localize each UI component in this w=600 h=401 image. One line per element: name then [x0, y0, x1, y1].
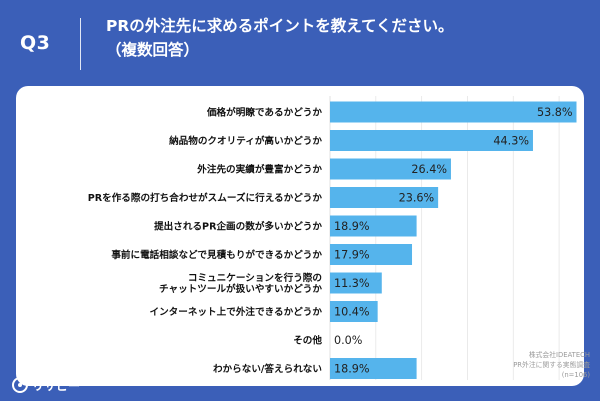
question-title-line1: PRの外注先に求めるポイントを教えてください。: [106, 17, 454, 35]
data-label: 44.3%: [493, 135, 529, 148]
data-label: 23.6%: [399, 192, 435, 205]
category-label: インターネット上で外注できるかどうか: [150, 306, 323, 318]
source-company: 株式会社IDEATECH: [528, 351, 590, 359]
data-label: 26.4%: [411, 163, 447, 176]
category-label: 納品物のクオリティが高いかどうか: [169, 135, 322, 147]
data-label: 10.4%: [334, 306, 370, 319]
source-sample-size: (n=106): [561, 371, 590, 379]
bar: [330, 158, 451, 180]
source-note: 株式会社IDEATECH PR外注に関する実態調査 (n=106): [430, 350, 590, 380]
header-divider: [80, 18, 81, 70]
bar: [330, 358, 417, 379]
source-survey: PR外注に関する実態調査: [513, 361, 590, 369]
category-label: 外注先の実績が豊富かどうか: [196, 164, 322, 176]
category-label: 提出されるPR企画の数が多いかどうか: [154, 221, 322, 233]
data-label: 53.8%: [537, 106, 573, 119]
logo-text: リサピー: [32, 378, 81, 393]
data-label: 18.9%: [334, 220, 370, 233]
bar: [330, 215, 417, 237]
brand-logo: リサピー: [12, 375, 80, 395]
bar: [330, 130, 533, 151]
header: Q3 PRの外注先に求めるポイントを教えてください。 （複数回答）: [0, 0, 600, 86]
data-label: 0.0%: [334, 334, 363, 347]
data-label: 17.9%: [334, 249, 370, 262]
category-label: その他: [293, 335, 322, 347]
category-label: 価格が明瞭であるかどうか: [206, 107, 322, 119]
question-number: Q3: [20, 32, 51, 54]
bar: [330, 101, 577, 123]
category-label: コミュニケーションを行う際のチャットツールが扱いやすいかどうか: [159, 272, 322, 295]
bar: [330, 244, 413, 265]
logo-mark-icon: [12, 377, 28, 393]
category-label: わからない/答えられない: [213, 363, 322, 375]
question-title: PRの外注先に求めるポイントを教えてください。 （複数回答）: [106, 14, 576, 62]
bar: [330, 187, 439, 208]
bar: [330, 301, 378, 322]
category-label: PRを作る際の打ち合わせがスムーズに行えるかどうか: [88, 192, 323, 204]
question-title-line2: （複数回答）: [106, 41, 200, 59]
category-label: 事前に電話相談などで見積もりができるかどうか: [111, 249, 322, 261]
data-label: 18.9%: [334, 363, 370, 376]
data-label: 11.3%: [334, 277, 370, 290]
bar: [330, 272, 382, 294]
